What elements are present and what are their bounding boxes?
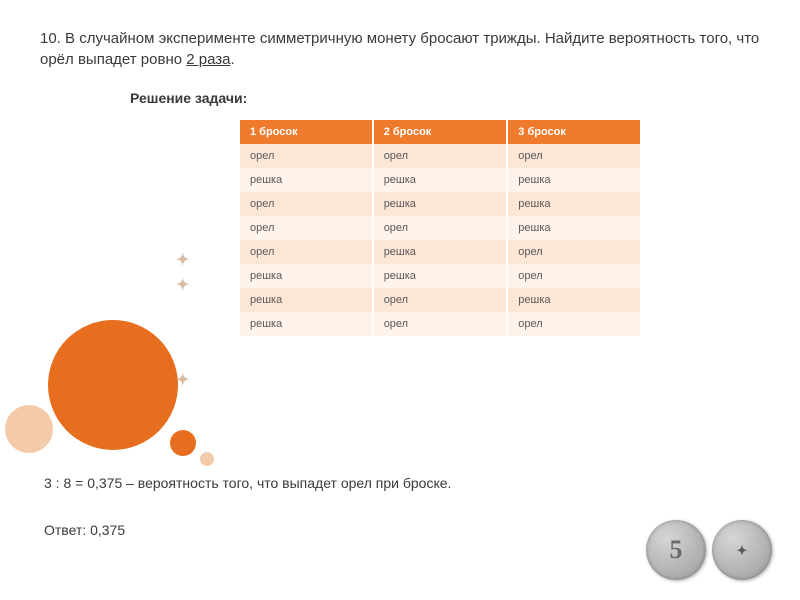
col-header: 2 бросок	[373, 120, 508, 144]
table-cell: решка	[507, 192, 640, 216]
table-cell: решка	[507, 168, 640, 192]
bullet-plus-icon: ✦	[176, 275, 189, 295]
table-cell: орел	[507, 264, 640, 288]
decoration-circle-small	[170, 430, 196, 456]
problem-period: .	[231, 51, 235, 68]
table-row: решкарешкаорел	[240, 264, 640, 288]
table-row: решкаорелорел	[240, 312, 640, 336]
answer-text: Ответ: 0,375	[44, 522, 125, 538]
table-cell: орел	[507, 144, 640, 168]
table-cell: решка	[507, 288, 640, 312]
table-row: орелорелорел	[240, 144, 640, 168]
table-cell: решка	[373, 264, 508, 288]
table-row: решкарешкарешка	[240, 168, 640, 192]
table-cell: решка	[240, 264, 373, 288]
table-cell: орел	[373, 216, 508, 240]
problem-underlined: 2 раза	[186, 51, 230, 68]
solution-title: Решение задачи:	[130, 90, 760, 106]
decoration-circle-medium	[5, 405, 53, 453]
table-header-row: 1 бросок 2 бросок 3 бросок	[240, 120, 640, 144]
table-cell: орел	[373, 144, 508, 168]
table-row: решкаорелрешка	[240, 288, 640, 312]
table-row: орелрешкаорел	[240, 240, 640, 264]
decoration-circle-tiny	[200, 452, 214, 466]
table-cell: орел	[240, 240, 373, 264]
coin-heads-icon: 5	[646, 520, 706, 580]
bullet-plus-icon: ✦	[176, 370, 189, 390]
table-cell: решка	[240, 288, 373, 312]
table-cell: орел	[240, 144, 373, 168]
table-cell: орел	[373, 312, 508, 336]
outcomes-table: 1 бросок 2 бросок 3 бросок орелорелорелр…	[240, 120, 640, 336]
table-cell: решка	[373, 168, 508, 192]
outcomes-table-wrap: 1 бросок 2 бросок 3 бросок орелорелорелр…	[240, 120, 760, 336]
problem-statement: 10. В случайном эксперименте симметричну…	[40, 28, 760, 70]
table-cell: орел	[507, 240, 640, 264]
table-row: орелорелрешка	[240, 216, 640, 240]
table-cell: орел	[507, 312, 640, 336]
table-cell: орел	[373, 288, 508, 312]
table-cell: решка	[373, 240, 508, 264]
table-cell: решка	[373, 192, 508, 216]
coin-tails-icon: ✦	[712, 520, 772, 580]
problem-body: В случайном эксперименте симметричную мо…	[40, 30, 759, 68]
table-cell: решка	[240, 312, 373, 336]
bullet-plus-icon: ✦	[176, 250, 189, 270]
problem-number: 10.	[40, 30, 61, 47]
col-header: 1 бросок	[240, 120, 373, 144]
table-cell: орел	[240, 192, 373, 216]
table-row: орелрешкарешка	[240, 192, 640, 216]
table-cell: решка	[507, 216, 640, 240]
table-cell: орел	[240, 216, 373, 240]
decoration-circle-large	[48, 320, 178, 450]
col-header: 3 бросок	[507, 120, 640, 144]
calculation-text: 3 : 8 = 0,375 – вероятность того, что вы…	[44, 475, 451, 491]
coins-illustration: 5 ✦	[646, 520, 772, 580]
table-cell: решка	[240, 168, 373, 192]
